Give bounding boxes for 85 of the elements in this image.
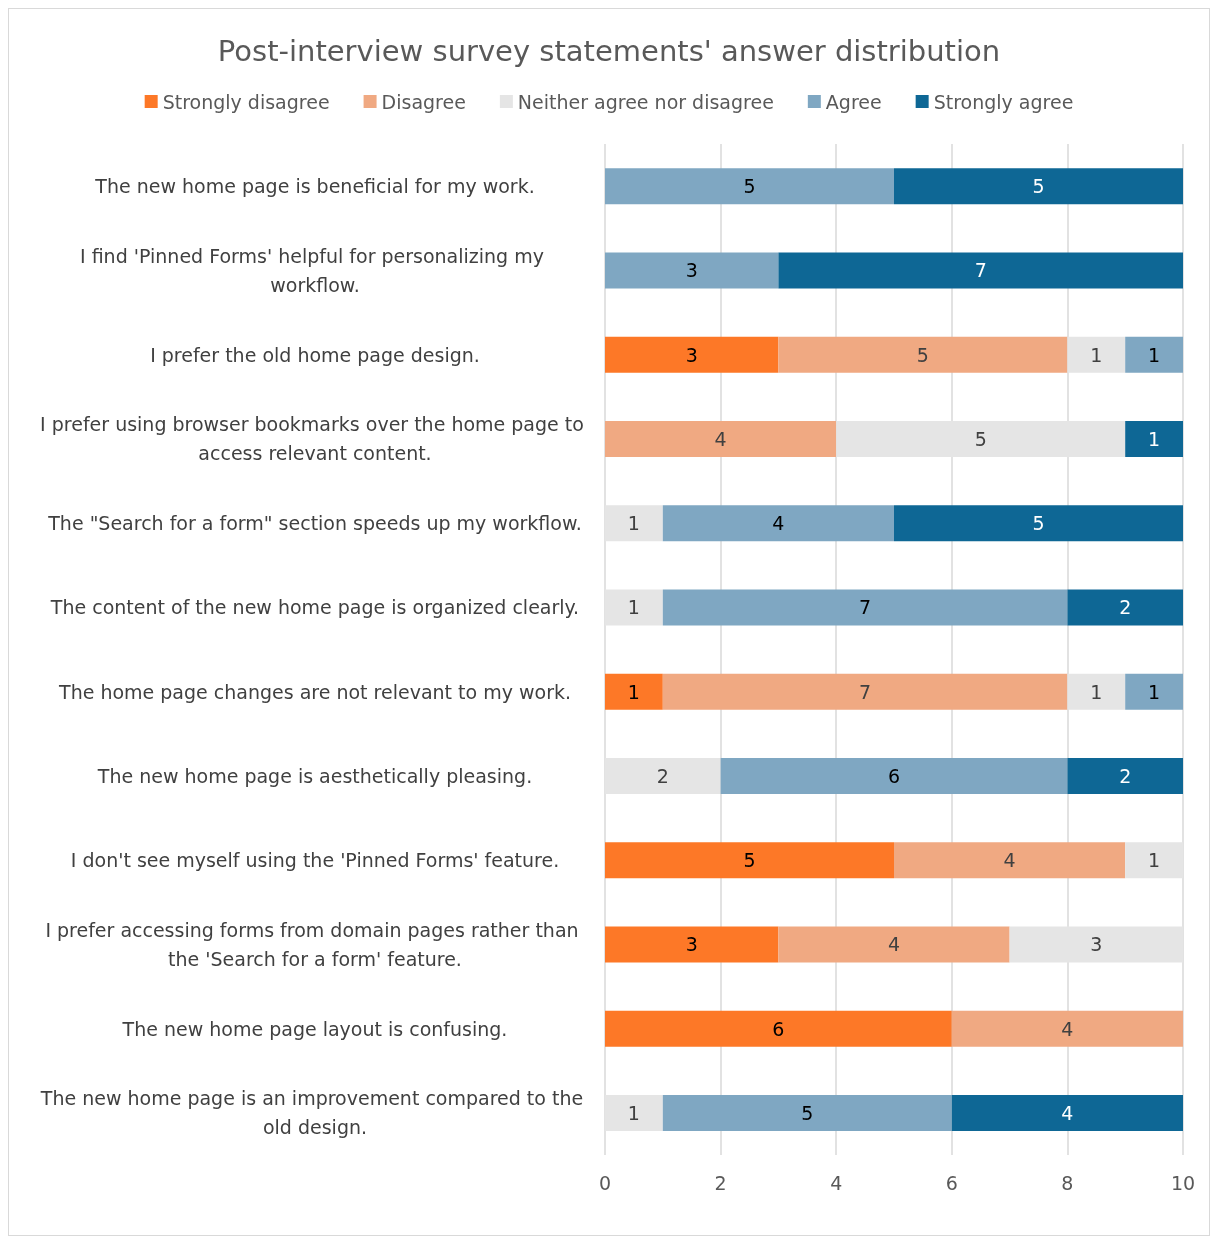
bar: [605, 168, 894, 205]
x-tick-label: 6: [945, 1171, 958, 1194]
bar: [662, 505, 894, 542]
y-tick-label: The content of the new home page is organized clearly.: [49, 596, 580, 619]
data-label: 5: [801, 1101, 814, 1124]
bar: [1067, 589, 1183, 626]
y-tick-label: The new home page is beneficial for my work.: [94, 175, 535, 198]
data-label: 5: [743, 175, 756, 198]
data-label: 4: [887, 933, 901, 956]
data-label: 3: [685, 343, 698, 366]
bar: [605, 673, 663, 710]
data-label: 1: [627, 596, 640, 619]
y-tick-label: I prefer the old home page design.: [150, 343, 480, 366]
bar: [1125, 336, 1183, 373]
data-label: 7: [974, 259, 987, 282]
data-label: 7: [859, 680, 872, 703]
y-tick-label: I don't see myself using the 'Pinned Forms' feature.: [70, 849, 560, 872]
bar: [605, 842, 894, 879]
data-label: 1: [1090, 343, 1103, 366]
x-tick-label: 0: [598, 1171, 612, 1194]
y-tick-label: I prefer accessing forms from domain pages rather than the 'Search for a form' feature.: [45, 918, 585, 970]
data-label: 5: [1032, 512, 1045, 535]
data-label: 5: [916, 343, 929, 366]
data-label: 2: [1119, 764, 1132, 787]
data-label: 4: [1061, 1101, 1074, 1124]
data-label: 5: [974, 427, 987, 450]
legend-label: Strongly disagree: [162, 90, 330, 113]
data-label: 1: [1148, 849, 1161, 872]
data-label: 3: [1090, 933, 1103, 956]
bar: [662, 1094, 952, 1131]
bar: [894, 505, 1183, 542]
bar: [605, 926, 779, 963]
data-label: 3: [685, 259, 698, 282]
data-label: 4: [714, 427, 727, 450]
bar: [1067, 757, 1183, 794]
y-tick-label: I prefer using browser bookmarks over the home page to access relevant content.: [40, 413, 590, 465]
y-tick-label: The new home page layout is confusing.: [121, 1017, 508, 1040]
data-label: 1: [1148, 427, 1161, 450]
bar: [951, 1010, 1183, 1047]
data-label: 1: [627, 512, 640, 535]
bar: [951, 1094, 1183, 1131]
bar: [662, 673, 1068, 710]
legend-label: Agree: [825, 90, 882, 113]
legend-label: Strongly agree: [933, 90, 1074, 113]
data-label: 4: [772, 512, 785, 535]
y-tick-label: The new home page is an improvement compared to the old design.: [39, 1087, 590, 1139]
data-label: 6: [887, 764, 901, 787]
x-tick-label: 8: [1061, 1171, 1074, 1194]
chart-title: Post-interview survey statements' answer distribution: [217, 33, 1001, 68]
bar: [894, 168, 1183, 205]
y-tick-label: The home page changes are not relevant to my work.: [58, 680, 571, 703]
data-label: 1: [1090, 680, 1103, 703]
legend-label: Neither agree nor disagree: [517, 90, 774, 113]
data-label: 1: [1148, 343, 1161, 366]
bar: [1125, 420, 1183, 457]
bar: [778, 926, 1010, 963]
y-tick-label: The "Search for a form" section speeds up my workflow.: [47, 512, 582, 535]
x-tick-label: 2: [714, 1171, 727, 1194]
data-label: 4: [1061, 1017, 1074, 1040]
x-tick-label: 4: [830, 1171, 843, 1194]
bar: [605, 1010, 952, 1047]
data-label: 7: [859, 596, 872, 619]
data-label: 3: [685, 933, 698, 956]
data-label: 5: [1032, 175, 1045, 198]
data-label: 2: [1119, 596, 1132, 619]
bar: [778, 252, 1183, 289]
data-label: 1: [1148, 680, 1161, 703]
bar: [605, 252, 779, 289]
data-label: 2: [656, 764, 669, 787]
legend-label: Disagree: [381, 90, 466, 113]
bar: [605, 336, 779, 373]
y-tick-label: The new home page is aesthetically pleasing.: [96, 764, 533, 787]
bar: [662, 589, 1068, 626]
bar: [605, 420, 837, 457]
data-label: 1: [627, 1101, 640, 1124]
data-label: 4: [1003, 849, 1016, 872]
data-label: 6: [772, 1017, 785, 1040]
x-tick-label: 10: [1170, 1171, 1196, 1194]
data-label: 5: [743, 849, 756, 872]
bar: [720, 757, 1068, 794]
bar: [778, 336, 1068, 373]
bar: [894, 842, 1126, 879]
bar: [1125, 673, 1183, 710]
data-label: 1: [627, 680, 640, 703]
y-tick-label: I find 'Pinned Forms' helpful for personalizing my workflow.: [80, 244, 550, 296]
